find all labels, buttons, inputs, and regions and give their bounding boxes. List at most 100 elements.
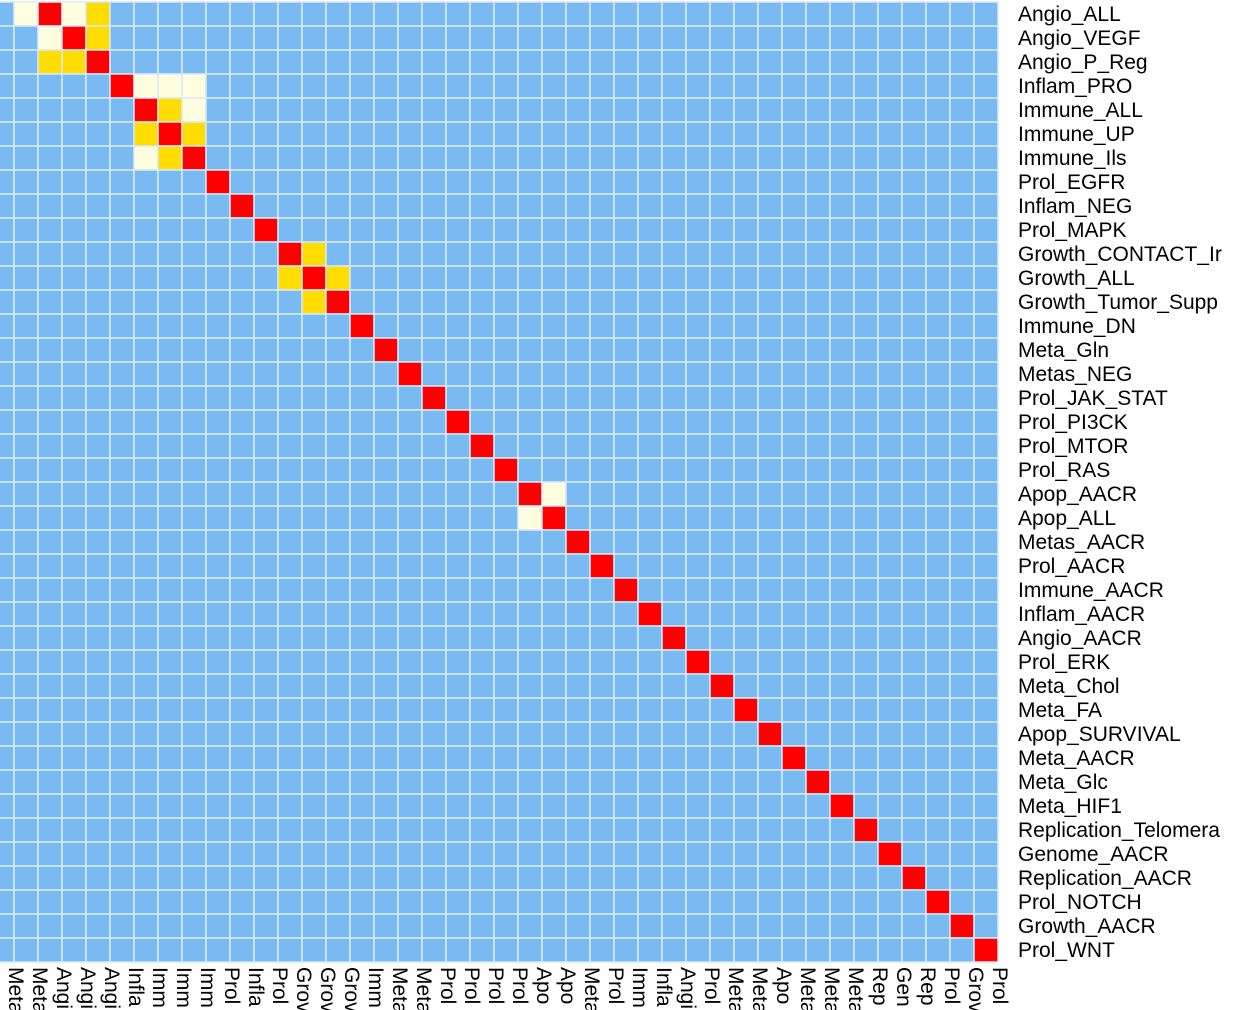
heatmap-cell: [421, 49, 447, 75]
heatmap-cell: [973, 769, 999, 795]
heatmap-cell: [829, 121, 855, 147]
heatmap-cell: [493, 721, 519, 747]
heatmap-cell: [349, 241, 375, 267]
heatmap-cell: [973, 841, 999, 867]
heatmap-cell: [85, 865, 111, 891]
heatmap-cell: [61, 409, 87, 435]
heatmap-cell-value: [901, 865, 927, 891]
heatmap-cell: [37, 457, 63, 483]
heatmap-cell: [181, 337, 207, 363]
heatmap-cell: [373, 1, 399, 27]
heatmap-cell: [325, 913, 351, 939]
heatmap-cell: [901, 433, 927, 459]
heatmap-cell: [925, 385, 951, 411]
heatmap-cell: [973, 457, 999, 483]
heatmap-cell: [325, 241, 351, 267]
heatmap-cell: [733, 937, 759, 963]
heatmap-cell: [181, 289, 207, 315]
heatmap-cell: [637, 337, 663, 363]
heatmap-cell: [517, 313, 543, 339]
heatmap-cell: [373, 769, 399, 795]
heatmap-cell: [877, 49, 903, 75]
heatmap-cell: [469, 49, 495, 75]
heatmap-cell: [757, 937, 783, 963]
heatmap-cell: [517, 865, 543, 891]
heatmap-cell: [877, 121, 903, 147]
heatmap-cell: [493, 697, 519, 723]
heatmap-cell: [853, 97, 879, 123]
heatmap-cell: [37, 937, 63, 963]
heatmap-cell: [61, 865, 87, 891]
heatmap-cell-value: [541, 505, 567, 531]
heatmap-cell: [349, 217, 375, 243]
column-label: Gen: [892, 967, 915, 1007]
heatmap-cell: [133, 769, 159, 795]
heatmap-cell: [181, 937, 207, 963]
heatmap-cell: [133, 649, 159, 675]
heatmap-cell: [325, 169, 351, 195]
heatmap-cell: [661, 481, 687, 507]
row-label: Angio_ALL: [1018, 3, 1121, 26]
heatmap-cell: [421, 553, 447, 579]
heatmap-cell: [493, 817, 519, 843]
heatmap-cell: [853, 889, 879, 915]
heatmap-cell: [61, 673, 87, 699]
heatmap-cell: [181, 865, 207, 891]
heatmap-cell: [277, 337, 303, 363]
row-label: Immune_AACR: [1018, 579, 1164, 602]
heatmap-cell: [517, 361, 543, 387]
heatmap-cell: [181, 457, 207, 483]
heatmap-cell: [493, 865, 519, 891]
heatmap-cell: [277, 841, 303, 867]
heatmap-cell-value: [637, 601, 663, 627]
heatmap-cell: [733, 841, 759, 867]
heatmap-cell: [325, 145, 351, 171]
heatmap-cell: [901, 937, 927, 963]
heatmap-cell: [661, 505, 687, 531]
heatmap-cell-value: [685, 649, 711, 675]
heatmap-cell: [61, 313, 87, 339]
heatmap-cell: [85, 481, 111, 507]
heatmap-cell: [709, 433, 735, 459]
heatmap-cell-value: [157, 145, 183, 171]
heatmap-cell: [61, 265, 87, 291]
heatmap-cell: [565, 241, 591, 267]
heatmap-cell: [253, 889, 279, 915]
heatmap-cell: [637, 673, 663, 699]
heatmap-cell: [397, 649, 423, 675]
heatmap-cell: [709, 625, 735, 651]
heatmap-cell: [805, 313, 831, 339]
heatmap-cell: [373, 649, 399, 675]
heatmap-cell: [373, 193, 399, 219]
heatmap-cell: [349, 745, 375, 771]
heatmap-cell: [445, 169, 471, 195]
heatmap-cell: [853, 577, 879, 603]
heatmap-cell: [325, 889, 351, 915]
heatmap-cell: [445, 841, 471, 867]
heatmap-cell: [853, 721, 879, 747]
heatmap-cell: [853, 385, 879, 411]
heatmap-cell: [61, 121, 87, 147]
heatmap-cell: [229, 553, 255, 579]
heatmap-cell: [37, 865, 63, 891]
heatmap-cell: [349, 73, 375, 99]
heatmap-cell: [493, 193, 519, 219]
heatmap-cell: [445, 889, 471, 915]
heatmap-cell: [109, 937, 135, 963]
heatmap-cell: [349, 193, 375, 219]
heatmap-cell: [565, 169, 591, 195]
heatmap-cell: [109, 505, 135, 531]
heatmap-cell: [757, 649, 783, 675]
heatmap-cell: [397, 577, 423, 603]
heatmap-cell: [229, 217, 255, 243]
heatmap-cell: [373, 625, 399, 651]
heatmap-cell: [109, 745, 135, 771]
heatmap-cell: [349, 457, 375, 483]
heatmap-cell: [829, 889, 855, 915]
heatmap-cell: [973, 193, 999, 219]
heatmap-cell: [901, 481, 927, 507]
heatmap-cell: [637, 121, 663, 147]
heatmap-cell: [0, 841, 15, 867]
heatmap-cell: [709, 505, 735, 531]
heatmap-cell: [181, 25, 207, 51]
